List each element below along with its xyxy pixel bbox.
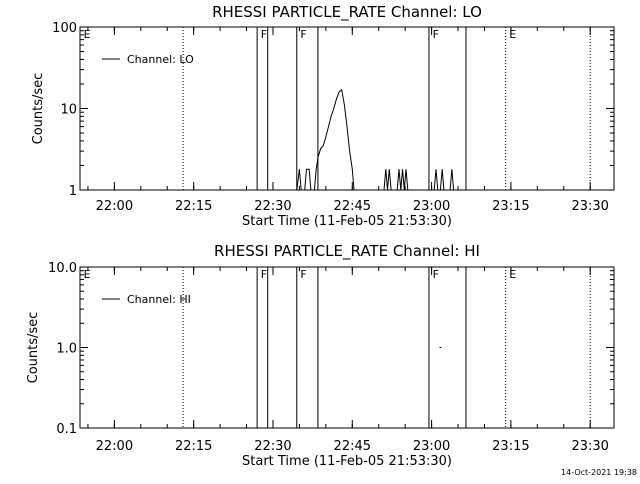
chart-panel-2: RHESSI PARTICLE_RATE Channel: HI 22:00 22:… (26, 242, 615, 469)
x-tick-label: 22:30 (254, 199, 291, 214)
x-tick-label: 22:00 (96, 439, 133, 454)
flag-label: E (509, 28, 516, 41)
x-tick-label: 22:15 (175, 439, 212, 454)
chart-title: RHESSI PARTICLE_RATE Channel: LO (212, 3, 482, 22)
flag-label: F (433, 268, 439, 281)
flag-label: E (509, 268, 516, 281)
plot-frame (79, 266, 615, 429)
x-tick-label: 23:00 (413, 199, 450, 214)
plot-frame (79, 26, 615, 191)
x-tick-label: 22:45 (334, 439, 371, 454)
timestamp-stamp: 14-Oct-2021 19:38 (561, 468, 637, 477)
x-tick-label: 23:00 (413, 439, 450, 454)
series-line (433, 169, 455, 191)
y-axis-label: Counts/sec (31, 73, 46, 145)
series-line (296, 88, 355, 191)
x-tick-label: 23:15 (492, 439, 529, 454)
y-tick-label: 10 (60, 103, 77, 118)
x-tick-label: 23:30 (571, 199, 608, 214)
flag-label: E (84, 268, 91, 281)
chart-panel-1: RHESSI PARTICLE_RATE Channel: LO 22:00 22:… (31, 3, 615, 229)
flag-label: F (261, 268, 267, 281)
y-tick-label: 1 (69, 184, 77, 199)
series-line (383, 169, 409, 191)
x-tick-label: 22:00 (96, 199, 133, 214)
y-axis-label: Counts/sec (26, 312, 41, 384)
flag-label: E (84, 28, 91, 41)
x-tick-label: 23:15 (492, 199, 529, 214)
flag-label: F (300, 28, 306, 41)
y-tick-label: 1.0 (56, 342, 77, 357)
legend-label: Channel: HI (127, 293, 191, 306)
x-tick-label: 22:30 (254, 439, 291, 454)
flag-label: F (261, 28, 267, 41)
x-tick-label: 22:15 (175, 199, 212, 214)
x-tick-label: 23:30 (571, 439, 608, 454)
chart-title: RHESSI PARTICLE_RATE Channel: HI (214, 242, 480, 261)
x-axis-label: Start Time (11-Feb-05 21:53:30) (242, 214, 452, 229)
legend-label: Channel: LO (127, 53, 194, 66)
flag-label: F (433, 28, 439, 41)
y-tick-label: 10.0 (48, 261, 77, 276)
y-tick-label: 0.1 (56, 422, 77, 437)
x-tick-label: 22:45 (334, 199, 371, 214)
y-tick-label: 100 (52, 21, 77, 36)
x-axis-label: Start Time (11-Feb-05 21:53:30) (242, 454, 452, 469)
flag-label: F (300, 268, 306, 281)
